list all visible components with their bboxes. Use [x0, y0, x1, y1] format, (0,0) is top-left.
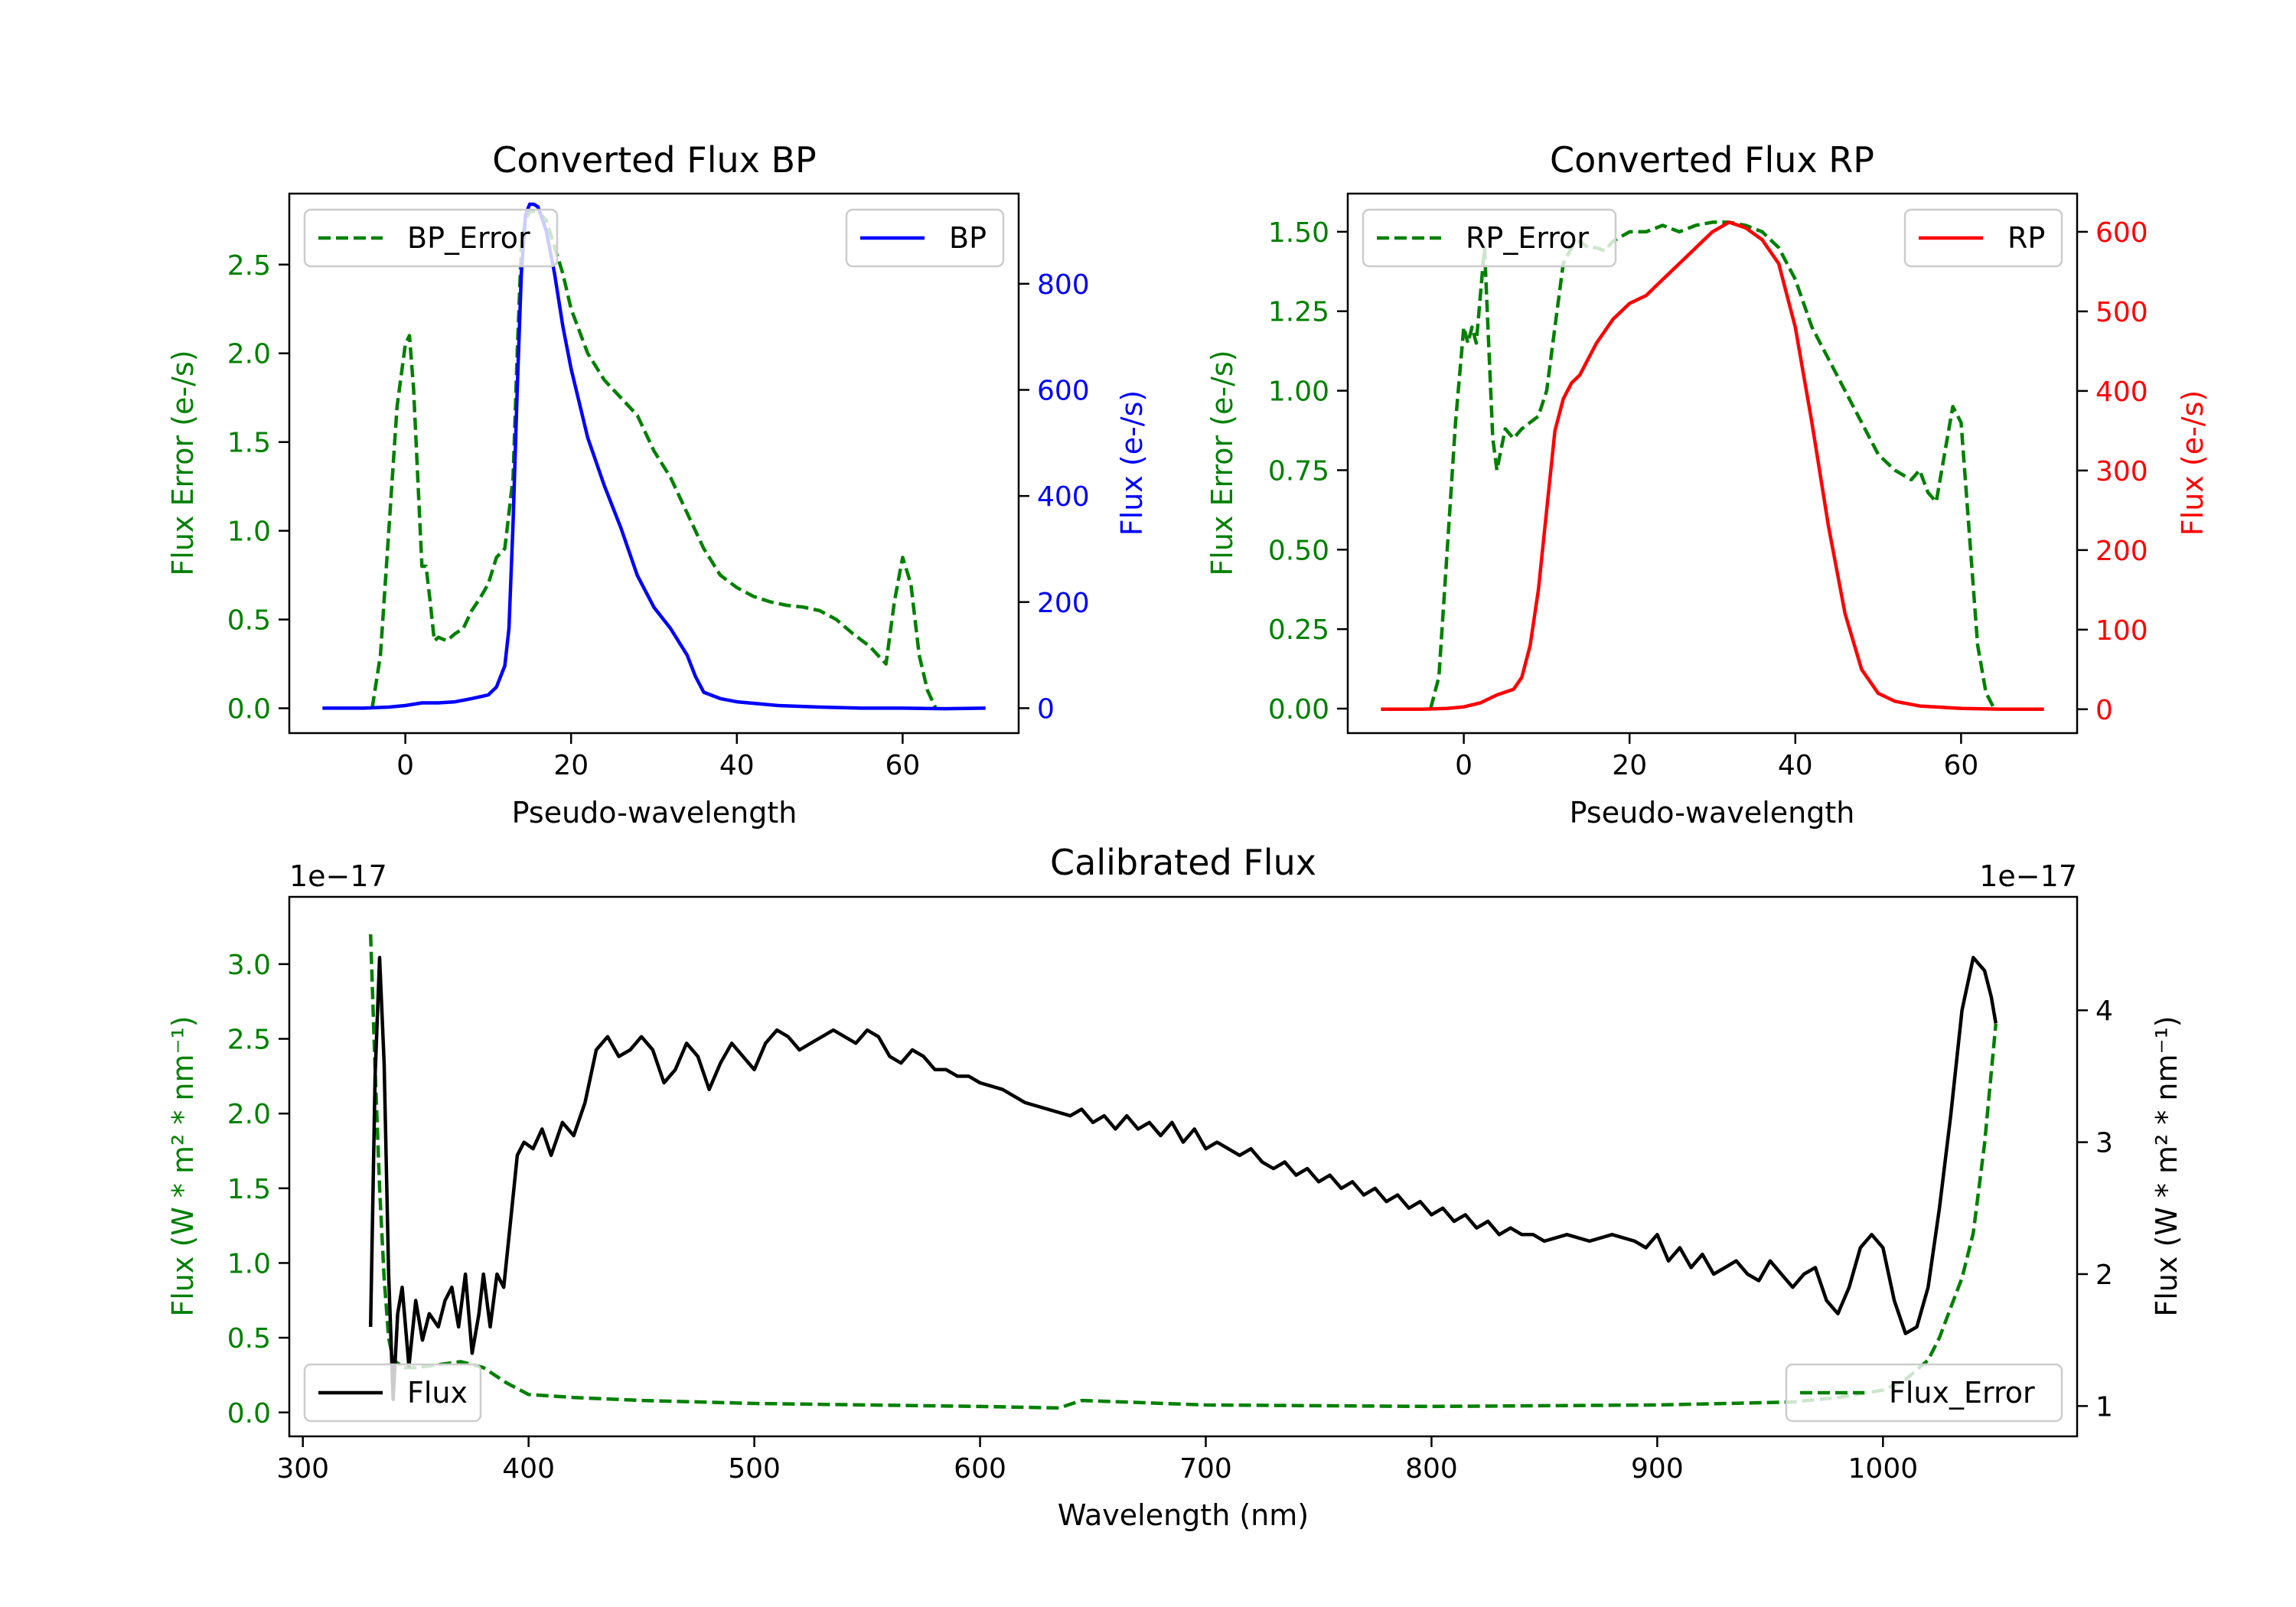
calibrated-ytick-left-label: 0.0 — [227, 1398, 271, 1429]
bp-ytick-right-label: 200 — [1037, 588, 1090, 619]
bp-series-bp-error-line — [370, 209, 938, 709]
rp-xtick-label: 20 — [1612, 750, 1647, 781]
bp-xtick-label: 40 — [719, 750, 755, 781]
rp-xtick-label: 0 — [1455, 750, 1473, 781]
rp-ytick-right-label: 600 — [2095, 217, 2148, 249]
bp-legend-right-box — [845, 208, 1005, 268]
bp-ytick-left-label: 1.0 — [227, 517, 271, 548]
bp-ytick-left-label: 0.5 — [227, 605, 271, 637]
rp-ytick-right-label: 300 — [2095, 456, 2148, 487]
calibrated-ylabel-right: Flux (W * m² * nm⁻¹) — [2150, 1015, 2183, 1316]
calibrated-ytick-left-label: 1.5 — [227, 1174, 271, 1205]
rp-tick-layer: 0 20 40 60 0.00 0.25 0.50 0.75 1.00 1.25 1.50 0 100 2… — [1268, 217, 2148, 781]
rp-title: Converted Flux RP — [1550, 139, 1874, 181]
rp-legend-left-label: RP_Error — [1466, 221, 1589, 255]
calibrated-ytick-left-label: 1.0 — [227, 1248, 271, 1279]
calibrated-ytick-right-label: 1 — [2095, 1391, 2113, 1423]
rp-ylabel-right: Flux (e-/s) — [2176, 390, 2210, 536]
bp-legend-left-label: BP_Error — [407, 221, 530, 255]
calibrated-tick-layer: 300 400 500 600 700 800 900 1000 0.0 0.5 1.0 1.5 2.0… — [227, 950, 2113, 1485]
calibrated-ylabel-left: Flux (W * m² * nm⁻¹) — [166, 1015, 200, 1316]
bp-ytick-right-label: 0 — [1037, 693, 1055, 725]
calibrated-axes-frame — [288, 895, 2079, 1438]
calibrated-ytick-left-label: 2.5 — [227, 1025, 271, 1056]
rp-xlabel: Pseudo-wavelength — [1570, 796, 1855, 830]
calibrated-offset-left: 1e−17 — [289, 859, 387, 893]
bp-ytick-right-label: 800 — [1037, 269, 1090, 301]
bp-ytick-left-label: 2.0 — [227, 339, 271, 370]
bp-xtick-label: 20 — [553, 750, 589, 781]
bp-xtick-label: 0 — [396, 750, 414, 781]
bp-ytick-right-label: 600 — [1037, 375, 1090, 406]
bp-title: Converted Flux BP — [492, 139, 817, 181]
bp-tick-layer: 0 20 40 60 0.0 0.5 1.0 1.5 2.0 2.5 0 200 400 600 800 — [227, 250, 1090, 781]
calibrated-legend-right-box — [1785, 1363, 2063, 1423]
calibrated-xtick-label: 400 — [502, 1453, 555, 1485]
bp-ytick-left-label: 0.0 — [227, 694, 271, 725]
calibrated-legend-left-box — [303, 1363, 482, 1423]
calibrated-ytick-right-label: 3 — [2095, 1128, 2113, 1159]
rp-ytick-right-label: 400 — [2095, 376, 2148, 408]
rp-axes-frame — [1346, 192, 2079, 735]
rp-ytick-left-label: 0.50 — [1268, 535, 1329, 566]
rp-ytick-left-label: 0.75 — [1268, 455, 1329, 487]
calibrated-legend-right-label: Flux_Error — [1889, 1376, 2035, 1410]
rp-legend-left-box — [1362, 208, 1617, 268]
rp-legend-right-box — [1903, 208, 2063, 268]
bp-ytick-left-label: 2.5 — [227, 250, 271, 282]
bp-axes-frame — [288, 192, 1020, 735]
rp-ytick-right-label: 0 — [2095, 695, 2113, 726]
rp-legend-right-label: RP — [2007, 221, 2045, 255]
calibrated-ytick-left-label: 0.5 — [227, 1323, 271, 1354]
bp-ylabel-right: Flux (e-/s) — [1115, 390, 1149, 536]
bp-ytick-right-label: 400 — [1037, 481, 1090, 513]
calibrated-panel: Calibrated Flux 1e−17 1e−17 300 400 500 600… — [166, 842, 2183, 1532]
bp-xtick-label: 60 — [885, 750, 920, 781]
calibrated-xtick-label: 600 — [954, 1453, 1006, 1485]
calibrated-ytick-right-label: 4 — [2095, 996, 2113, 1027]
calibrated-legend-left: Flux — [303, 1363, 482, 1423]
rp-ytick-right-label: 100 — [2095, 615, 2148, 647]
calibrated-xtick-label: 800 — [1405, 1453, 1458, 1485]
bp-xlabel: Pseudo-wavelength — [512, 796, 797, 830]
bp-legend-left: BP_Error — [303, 208, 559, 268]
calibrated-ytick-left-label: 2.0 — [227, 1099, 271, 1130]
calibrated-legend-right: Flux_Error — [1785, 1363, 2063, 1423]
calibrated-xtick-label: 500 — [728, 1453, 781, 1485]
calibrated-xlabel: Wavelength (nm) — [1058, 1498, 1309, 1532]
calibrated-xtick-label: 700 — [1179, 1453, 1232, 1485]
rp-ytick-left-label: 0.00 — [1268, 694, 1329, 725]
bp-panel: Converted Flux BP 0 20 40 60 0.0 0.5 1.0 1.5 2.0… — [166, 139, 1149, 830]
bp-legend-right-label: BP — [949, 221, 987, 255]
rp-ytick-right-label: 200 — [2095, 536, 2148, 567]
calibrated-offset-right: 1e−17 — [1979, 859, 2077, 893]
rp-ylabel-left: Flux Error (e-/s) — [1205, 350, 1239, 575]
calibrated-series-flux-line — [368, 956, 1998, 1401]
rp-legend-left: RP_Error — [1362, 208, 1617, 268]
calibrated-xtick-label: 900 — [1631, 1453, 1684, 1485]
calibrated-ytick-left-label: 3.0 — [227, 950, 271, 981]
rp-ytick-left-label: 1.25 — [1268, 297, 1329, 328]
rp-ytick-left-label: 1.00 — [1268, 376, 1329, 408]
rp-series-rp-line — [1381, 220, 2044, 712]
calibrated-legend-left-label: Flux — [407, 1376, 468, 1410]
calibrated-xtick-label: 300 — [276, 1453, 329, 1485]
rp-xtick-label: 60 — [1943, 750, 1978, 781]
rp-xtick-label: 40 — [1778, 750, 1813, 781]
calibrated-xtick-label: 1000 — [1848, 1453, 1919, 1485]
bp-ylabel-left: Flux Error (e-/s) — [166, 350, 200, 575]
bp-ytick-left-label: 1.5 — [227, 428, 271, 459]
bp-legend-right: BP — [845, 208, 1005, 268]
rp-panel: Converted Flux RP 0 20 40 60 0.00 0.25 0.50 0.7… — [1205, 139, 2210, 830]
bp-legend-left-box — [303, 208, 559, 268]
rp-ytick-left-label: 1.50 — [1268, 217, 1329, 249]
calibrated-title: Calibrated Flux — [1050, 842, 1316, 883]
rp-legend-right: RP — [1903, 208, 2063, 268]
rp-ytick-right-label: 500 — [2095, 297, 2148, 328]
rp-ytick-left-label: 0.25 — [1268, 614, 1329, 646]
calibrated-ytick-right-label: 2 — [2095, 1260, 2113, 1291]
